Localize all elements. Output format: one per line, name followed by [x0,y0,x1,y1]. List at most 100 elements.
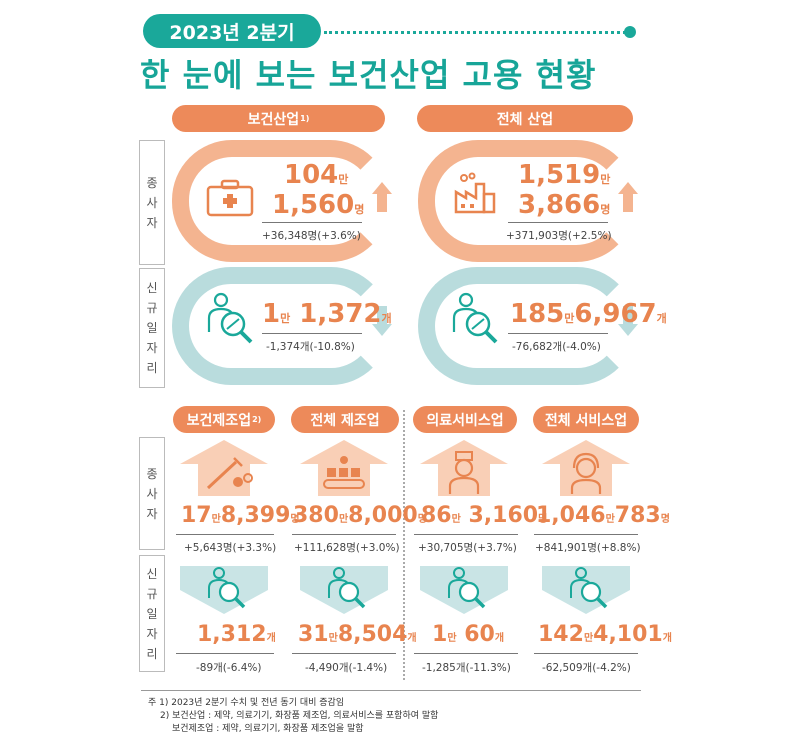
all-services-employees: 1,046만783명 [536,503,670,528]
value: 6,967 [574,299,657,329]
divider [176,653,274,654]
syringe-pills-icon [180,440,268,496]
divider [292,534,396,535]
divider [262,222,362,223]
divider [176,534,274,535]
health-mfg-new-jobs-change: -89개(-6.4%) [196,662,262,674]
health-mfg-employees-change: +5,643명(+3.3%) [184,542,277,554]
job-search-icon [452,292,498,344]
value: 86 [421,503,452,528]
unit: 만 [447,633,457,644]
all-mfg-employees-change: +111,628명(+3.0%) [294,542,400,554]
factory-icon [454,172,496,214]
side-char: 종 [146,175,158,190]
period-text: 2023년 2분기 [169,21,295,44]
health-new-jobs-change: -1,374개(-10.8%) [266,341,355,353]
divider [534,534,638,535]
value: 104 [284,160,339,190]
value: 1 [262,299,281,329]
unit: 만 [211,514,221,525]
unit: 만 [338,514,349,525]
side-label-new-jobs-top: 신 규 일 자 리 [139,268,165,388]
nurse-icon [420,440,508,496]
dotted-divider [324,31,626,34]
value: 4,101 [593,622,663,647]
value: 8,504 [337,622,408,647]
all-new-jobs-value: 185만6,967개 [510,299,667,334]
conveyor-icon [300,440,388,496]
job-search-icon [207,292,253,344]
side-char: 자 [146,215,158,230]
value: 1 [432,622,448,647]
health-mfg-new-jobs: 1,312개 [197,622,276,647]
side-char: 사 [146,195,158,210]
divider [292,653,396,654]
side-char: 일 [146,606,158,621]
side-char: 리 [146,361,158,375]
job-search-icon [208,567,246,609]
label-medical-services: 의료서비스업 [413,406,517,433]
value: 17 [181,503,212,528]
dotted-divider-end [624,26,636,38]
unit: 만 [338,173,349,186]
value: 1,046 [536,503,606,528]
value: 1,560 [272,190,355,220]
health-mfg-employees: 17만8,399명 [181,503,300,528]
footnote-mark: 1) [300,114,310,123]
divider [414,534,518,535]
footnote-3: 보건제조업 : 제약, 의료기기, 화장품 제조업을 말함 [172,724,364,734]
card-all-employees [418,140,636,262]
unit: 만 [451,514,461,525]
unit: 만 [564,312,575,325]
health-employees-change: +36,348명(+3.6%) [262,230,361,242]
page-title: 한 눈에 보는 보건산업 고용 현황 [140,56,597,94]
divider [508,333,608,334]
health-new-jobs-value: 1만 1,372개 [262,299,392,334]
headset-icon [542,440,630,496]
value: 3,866 [518,190,601,220]
unit: 만 [583,633,594,644]
label-text: 보건제조업 [186,412,252,429]
side-label-employees-bottom: 종 사 자 [139,437,165,550]
job-search-icon [328,567,366,609]
label-health-manufacturing: 보건제조업 2) [173,406,275,433]
unit: 개 [407,633,417,644]
value: 8,399 [220,503,291,528]
value: 185 [510,299,565,329]
value: 1,519 [518,160,601,190]
side-char: 자 [146,506,158,521]
unit: 명 [354,203,365,216]
footnotes: 주 1) 2023년 2분기 수치 및 전년 동기 대비 증감임 2) 보건산업… [148,697,438,736]
unit: 만 [605,514,615,525]
unit: 명 [290,514,300,525]
health-employees-line2: 1,560명 [272,190,364,225]
job-search-icon [570,567,608,609]
side-char: 규 [146,586,158,601]
all-services-new-jobs-change: -62,509개(-4.2%) [542,662,631,674]
side-char: 신 [146,566,158,581]
footnote-2: 2) 보건산업 : 제약, 의료기기, 화장품 제조업, 의료서비스를 포함하여… [160,711,439,721]
divider [534,653,638,654]
section-divider [403,410,405,680]
side-label-new-jobs-bottom: 신 규 일 자 리 [139,555,165,672]
label-text: 보건산업 [247,111,300,128]
arrow-down-icon [372,306,392,336]
footnote-mark: 2) [252,415,262,424]
label-text: 전체 산업 [496,111,554,128]
card-all-new-jobs [418,267,636,385]
side-char: 자 [146,626,158,641]
period-badge: 2023년 2분기 [143,14,321,48]
label-text: 의료서비스업 [426,412,504,429]
all-employees-change: +371,903명(+2.5%) [506,230,612,242]
divider [508,222,608,223]
divider [414,653,518,654]
medical-services-new-jobs-change: -1,285개(-11.3%) [422,662,511,674]
value: 380 [293,503,339,528]
all-employees-line1: 1,519만 [518,160,610,195]
side-char: 사 [146,486,158,501]
divider [262,333,362,334]
unit: 명 [600,203,611,216]
value: 783 [614,503,661,528]
side-char: 자 [146,341,158,355]
unit: 개 [494,633,505,644]
